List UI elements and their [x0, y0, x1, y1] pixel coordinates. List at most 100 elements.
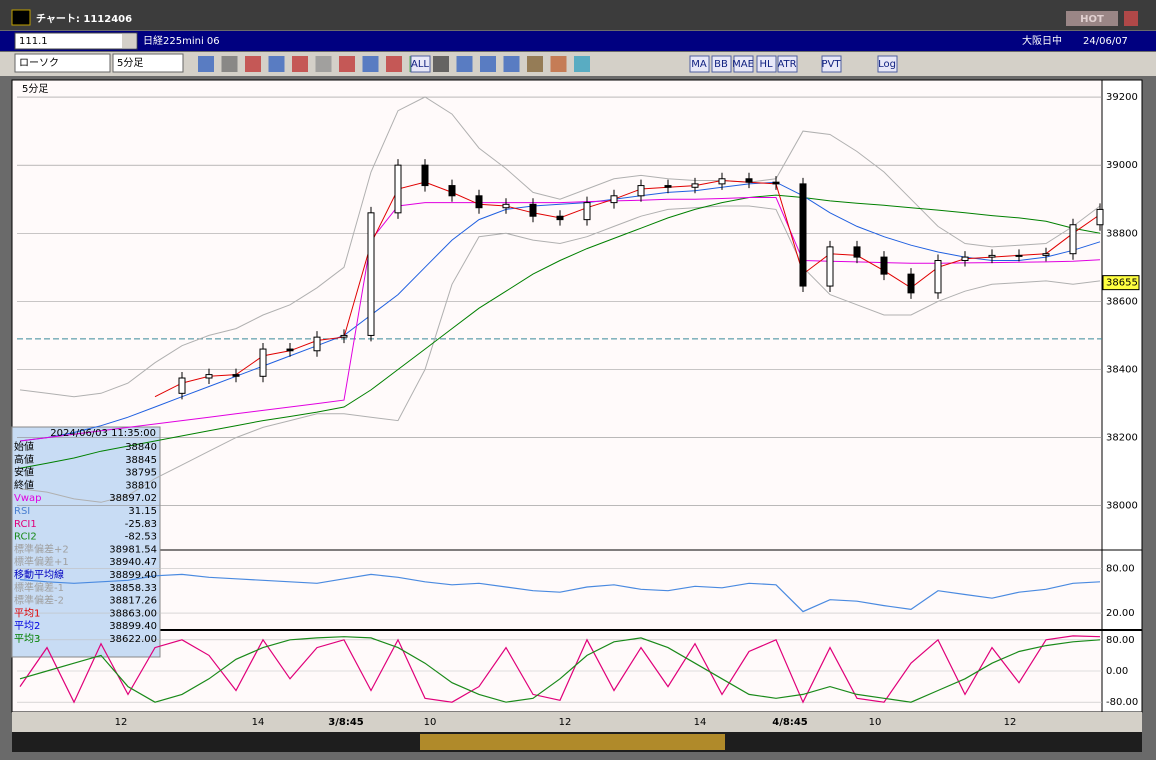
info-value: 38940.47	[109, 557, 157, 568]
y-tick-label: 38200	[1106, 433, 1138, 444]
timeframe: 5分足	[117, 57, 143, 69]
toolbar-button-label: HL	[759, 59, 773, 70]
toolbar-button[interactable]	[821, 55, 842, 73]
info-label: 高値	[14, 453, 34, 466]
info-value: 38981.54	[109, 544, 157, 555]
toolbar-icon[interactable]	[503, 56, 520, 72]
candle	[610, 195, 618, 204]
toolbar-icon[interactable]	[315, 56, 332, 72]
candle	[529, 203, 537, 217]
candle	[880, 256, 888, 275]
toolbar-icon[interactable]	[480, 56, 496, 72]
close-button[interactable]	[1124, 11, 1138, 26]
toolbar-icon[interactable]	[245, 56, 261, 72]
candle	[691, 183, 699, 188]
toolbar-icon[interactable]	[198, 56, 214, 72]
info-value: -82.53	[125, 532, 157, 543]
toolbar-button[interactable]	[756, 55, 777, 73]
x-tick-label: 14	[252, 717, 265, 728]
candle	[205, 374, 213, 379]
plot-area	[11, 79, 1103, 713]
app-icon	[11, 9, 31, 26]
combobox-arrow[interactable]	[122, 34, 136, 48]
toolbar-icon[interactable]	[433, 56, 449, 72]
toolbar-icon[interactable]	[292, 56, 308, 72]
toolbar-icon[interactable]	[550, 56, 567, 72]
info-label: 移動平均線	[14, 568, 64, 581]
info-label: 標準偏差+1	[14, 555, 69, 568]
x-tick-label: 4/8:45	[772, 717, 808, 728]
chart-kind: ローソク	[19, 57, 59, 69]
candle	[1042, 253, 1050, 256]
info-label: 標準偏差+2	[14, 542, 69, 555]
toolbar-icon[interactable]	[527, 56, 543, 72]
info-value: 38899.40	[109, 570, 157, 581]
toolbar-button[interactable]	[711, 55, 732, 73]
toolbar-button-label: BB	[714, 59, 728, 70]
info-label: 終値	[14, 478, 34, 491]
candle	[637, 185, 645, 197]
info-value: 38899.40	[109, 621, 157, 632]
indicator-line	[19, 573, 1101, 613]
x-tick-label: 12	[559, 717, 572, 728]
hot-button[interactable]	[1066, 11, 1118, 26]
toolbar-button-label: ALL	[411, 59, 429, 70]
window-title: チャート: 1112406	[36, 13, 132, 25]
indicator-line	[19, 635, 1101, 704]
toolbar-icon[interactable]	[574, 56, 590, 72]
candle	[826, 246, 834, 287]
toolbar-button[interactable]	[877, 55, 898, 73]
info-label: 安値	[14, 466, 34, 479]
timeframe-select[interactable]	[112, 53, 184, 73]
candle	[448, 185, 456, 197]
x-tick-label: 10	[869, 717, 882, 728]
indicator-line	[19, 194, 1101, 469]
toolbar-button-label: MA	[691, 59, 707, 70]
x-tick-label: 10	[424, 717, 437, 728]
toolbar-button[interactable]	[777, 55, 798, 73]
candle	[232, 374, 240, 377]
candle	[340, 334, 348, 338]
toolbar-icon[interactable]	[456, 56, 473, 72]
toolbar-icon[interactable]	[362, 56, 379, 72]
info-value: 31.15	[128, 506, 157, 517]
toolbar-icon[interactable]	[339, 56, 355, 72]
info-label: RCI2	[14, 532, 37, 543]
toolbar-button[interactable]	[410, 55, 431, 73]
toolbar-icon[interactable]	[268, 56, 285, 72]
indicator-line	[19, 205, 1101, 503]
candle	[718, 178, 726, 185]
toolbar-icon[interactable]	[386, 56, 402, 72]
y-tick-label: -80.00	[1106, 697, 1138, 708]
y-tick-label: 38800	[1106, 228, 1138, 239]
indicator-line	[19, 197, 1101, 442]
x-tick-label: 14	[694, 717, 707, 728]
symbol-combobox[interactable]	[14, 32, 138, 50]
scroll-thumb[interactable]	[420, 734, 725, 750]
candle	[394, 164, 402, 214]
info-value: 38817.26	[109, 596, 157, 607]
info-value: 38840	[125, 442, 157, 453]
info-label: Vwap	[14, 493, 42, 504]
info-label: RCI1	[14, 519, 37, 530]
toolbar-button-label: Log	[878, 59, 896, 70]
y-tick-label: 39200	[1106, 92, 1138, 103]
title-bar	[0, 0, 1156, 30]
toolbar-button[interactable]	[689, 55, 710, 73]
candle	[853, 246, 861, 258]
candle	[934, 260, 942, 294]
candle	[421, 164, 429, 187]
toolbar-button-label: MAE	[732, 59, 754, 70]
symbol-name: 日経225mini 06	[143, 34, 220, 47]
toolbar-button[interactable]	[733, 55, 754, 73]
last-price-tag	[1102, 275, 1140, 291]
info-label: 始値	[14, 440, 34, 453]
info-label: 標準偏差-2	[14, 594, 64, 607]
last-price-label: 38655	[1106, 278, 1138, 289]
y-tick-label: 20.00	[1106, 608, 1135, 619]
chart-kind-select[interactable]	[14, 53, 111, 73]
info-value: 38858.33	[109, 583, 157, 594]
indicator-line	[19, 636, 1101, 703]
toolbar-icon[interactable]	[221, 56, 238, 72]
